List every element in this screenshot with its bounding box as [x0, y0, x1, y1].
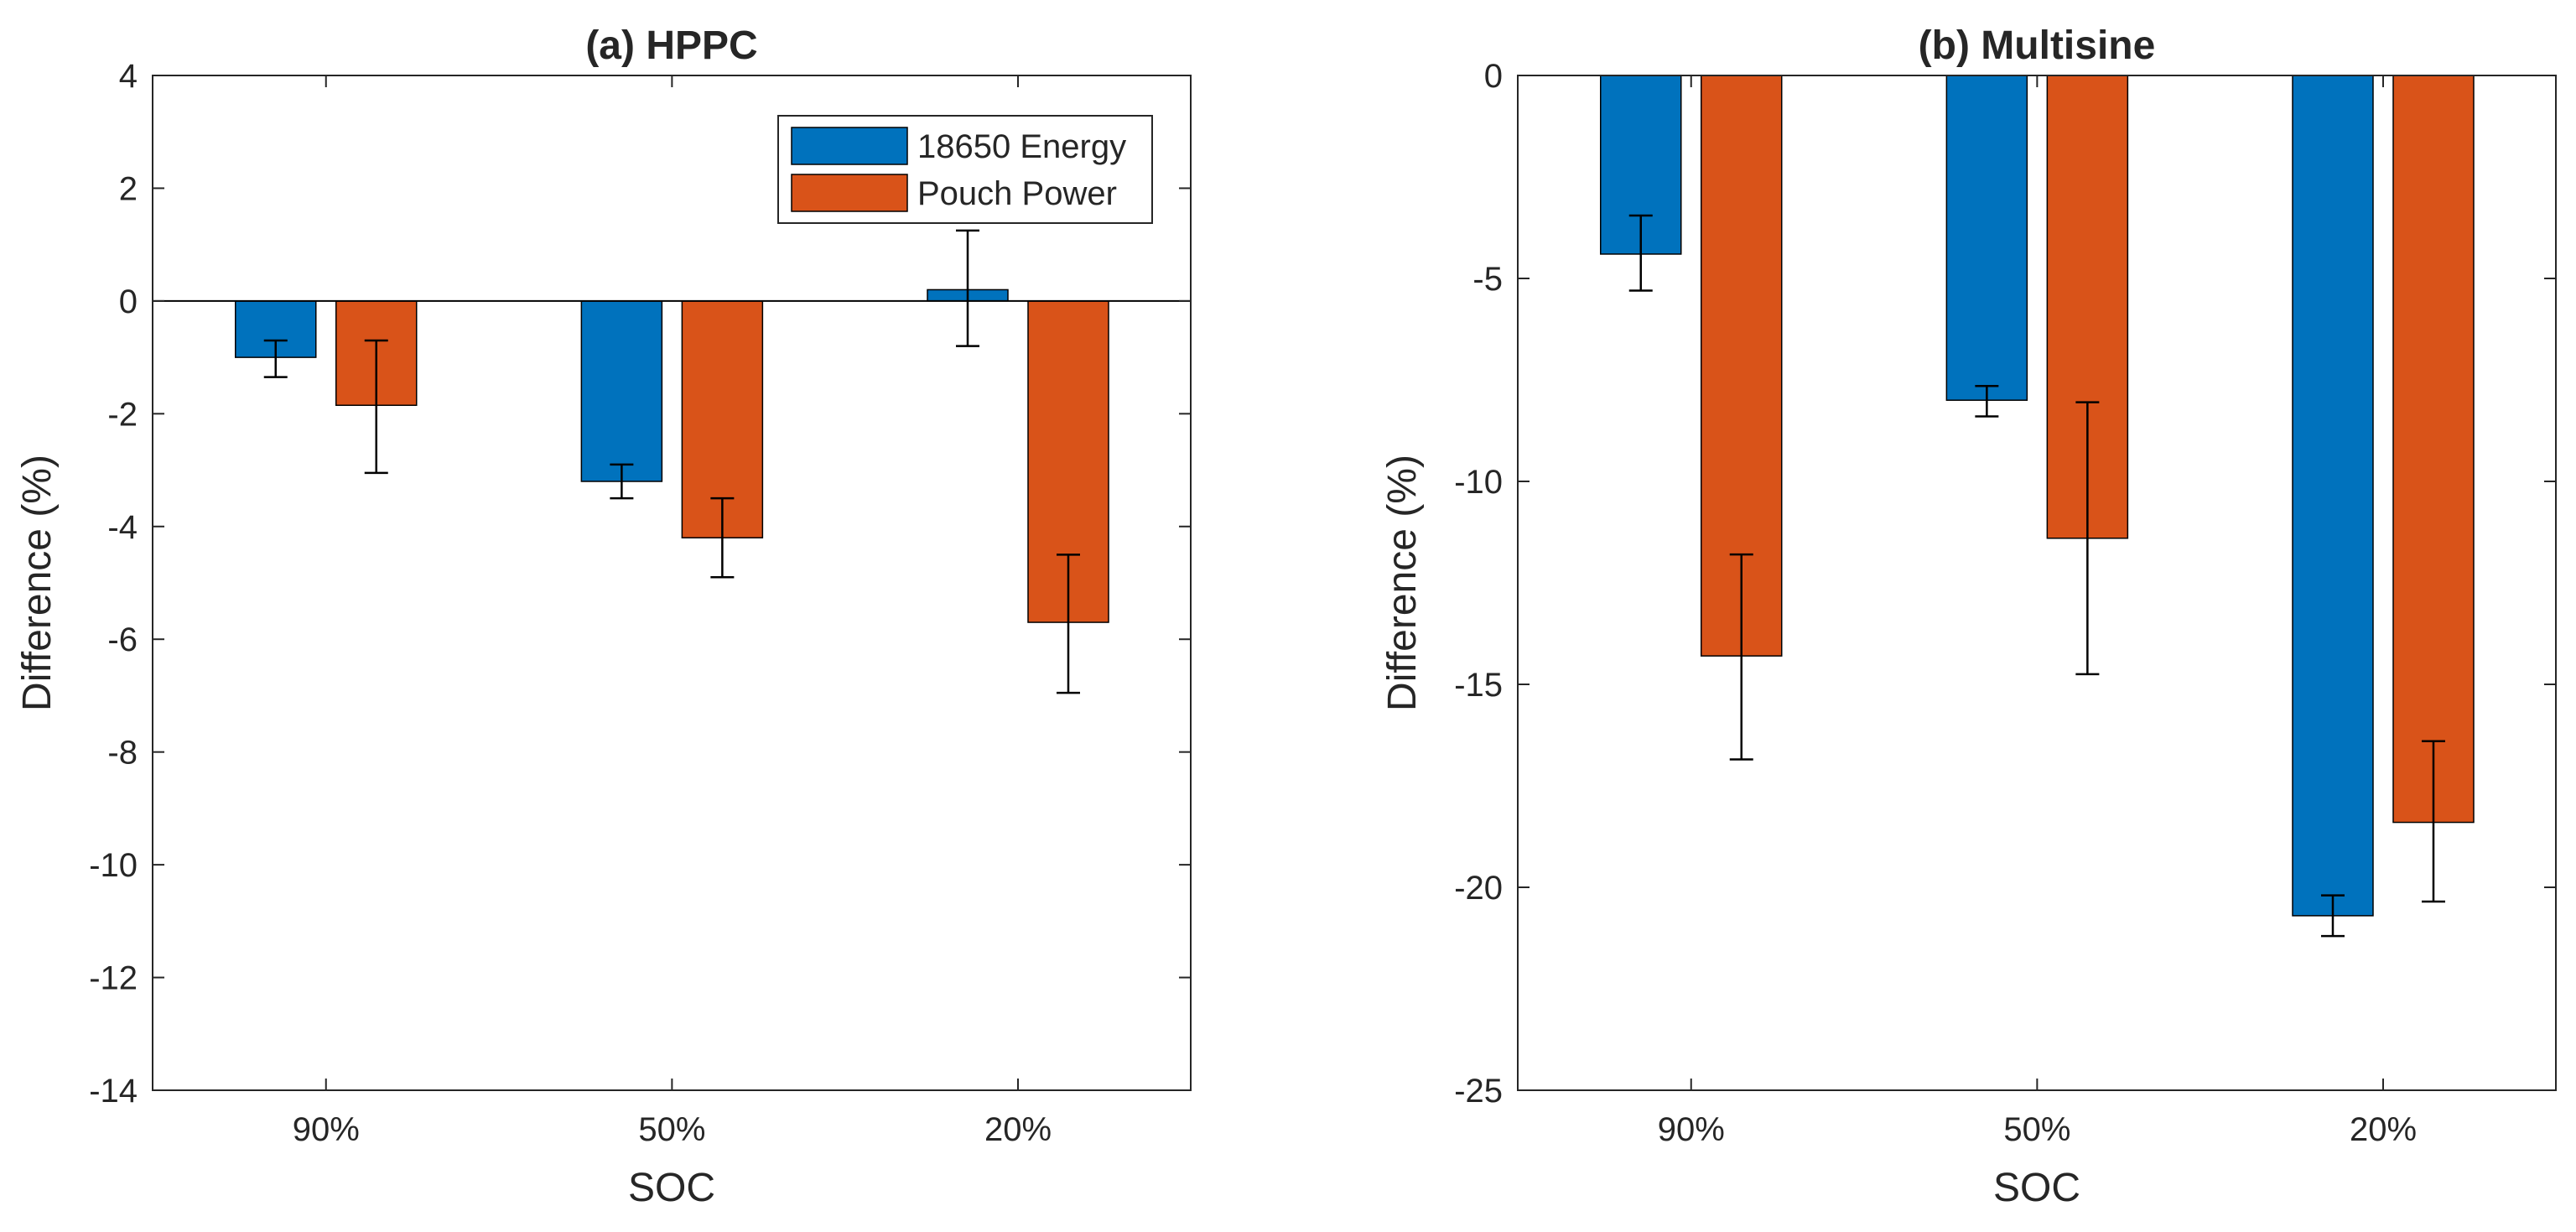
bar-energy-18650-1 [1945, 75, 2028, 401]
error-bar-pouch-power-0 [1729, 553, 1753, 761]
error-bar-pouch-power-2 [2421, 740, 2445, 903]
y-tick-label: 0 [119, 283, 138, 320]
y-tick-label: -10 [1454, 464, 1503, 501]
legend-swatch [791, 174, 908, 212]
y-tick-label: -2 [107, 396, 138, 433]
chart-title: (a) HPPC [585, 23, 757, 68]
y-tick-label: -6 [107, 621, 138, 658]
x-tick-label: 50% [638, 1111, 705, 1148]
y-tick-label: 4 [119, 58, 138, 95]
error-bar-energy-18650-1 [610, 463, 634, 500]
y-tick-label: -5 [1472, 261, 1503, 298]
y-axis-label: Difference (%) [1380, 455, 1425, 711]
legend-label: Pouch Power [917, 175, 1117, 212]
bar-energy-18650-2 [2292, 75, 2374, 917]
y-tick-label: 2 [119, 170, 138, 207]
error-bar-energy-18650-2 [955, 229, 979, 347]
error-bar-pouch-power-1 [710, 496, 735, 579]
panel-multisine: 0 -5 -10 -15 -20 -25 90% 50% 20% (b) Multisine SOC… [1380, 23, 2557, 1210]
legend-swatch [791, 127, 908, 165]
bar-pouch-power-2 [2392, 75, 2475, 824]
error-bar-energy-18650-0 [263, 339, 288, 378]
y-axis-label: Difference (%) [15, 455, 60, 711]
x-tick-label: 50% [2003, 1111, 2070, 1148]
error-bar-energy-18650-0 [1628, 214, 1653, 292]
legend-label: 18650 Energy [917, 128, 1126, 165]
y-tick-label: -15 [1454, 667, 1503, 704]
y-tick-label: -12 [89, 960, 138, 997]
y-tick-label: -10 [89, 847, 138, 884]
error-bar-energy-18650-2 [2320, 894, 2345, 938]
y-tick-label: -20 [1454, 870, 1503, 907]
x-axis-label: SOC [1993, 1166, 2080, 1210]
error-bar-energy-18650-1 [1975, 385, 1999, 418]
error-bar-pouch-power-1 [2075, 401, 2100, 676]
chart-title: (b) Multisine [1919, 23, 2156, 68]
y-tick-label: -25 [1454, 1073, 1503, 1110]
x-axis-label: SOC [628, 1166, 715, 1210]
legend-item-pouch-power: Pouch Power [791, 174, 1117, 212]
x-tick-label: 90% [293, 1111, 360, 1148]
error-bar-pouch-power-0 [364, 339, 388, 475]
x-tick-label: 90% [1658, 1111, 1725, 1148]
y-tick-label: -8 [107, 735, 138, 772]
y-tick-label: -14 [89, 1073, 138, 1110]
panel-hppc: 4 2 0 -2 -4 -6 -8 -10 -12 -14 90% 50% 20% (a) HPPC SOC… [15, 23, 1192, 1210]
legend: 18650 Energy Pouch Power [777, 115, 1153, 224]
y-tick-label: 0 [1484, 58, 1503, 95]
error-bar-pouch-power-2 [1056, 554, 1080, 694]
y-tick-label: -4 [107, 509, 138, 546]
x-tick-label: 20% [2350, 1111, 2417, 1148]
bar-energy-18650-1 [580, 300, 663, 482]
x-tick-label: 20% [984, 1111, 1052, 1148]
legend-item-energy-18650: 18650 Energy [791, 127, 1126, 165]
